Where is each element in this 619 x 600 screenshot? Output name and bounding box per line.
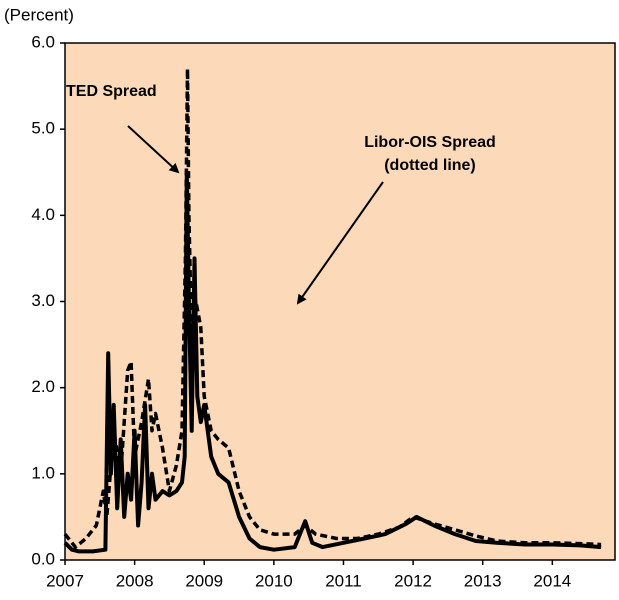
annotation: TED Spread: [66, 83, 157, 100]
y-tick-label: 2.0: [31, 377, 55, 396]
y-tick-label: 3.0: [31, 291, 55, 310]
y-tick-label: 6.0: [31, 32, 55, 51]
y-tick-label: 1.0: [31, 463, 55, 482]
y-tick-label: 5.0: [31, 119, 55, 138]
annotation: Libor-OIS Spread: [364, 134, 496, 151]
annotation: (dotted line): [384, 157, 476, 174]
y-tick-label: 4.0: [31, 205, 55, 224]
x-tick-label: 2010: [255, 571, 293, 590]
x-tick-label: 2013: [464, 571, 502, 590]
x-tick-label: 2009: [185, 571, 223, 590]
arrow: [127, 125, 180, 174]
x-tick-label: 2014: [533, 571, 571, 590]
x-tick-label: 2011: [325, 571, 362, 590]
x-tick-label: 2007: [46, 571, 84, 590]
x-tick-label: 2008: [116, 571, 154, 590]
x-tick-label: 2012: [394, 571, 432, 590]
y-tick-label: 0.0: [31, 549, 55, 568]
arrow: [296, 181, 384, 305]
y-axis-label: (Percent): [4, 5, 74, 24]
data-line: [63, 67, 602, 549]
plot-area: [64, 42, 616, 561]
